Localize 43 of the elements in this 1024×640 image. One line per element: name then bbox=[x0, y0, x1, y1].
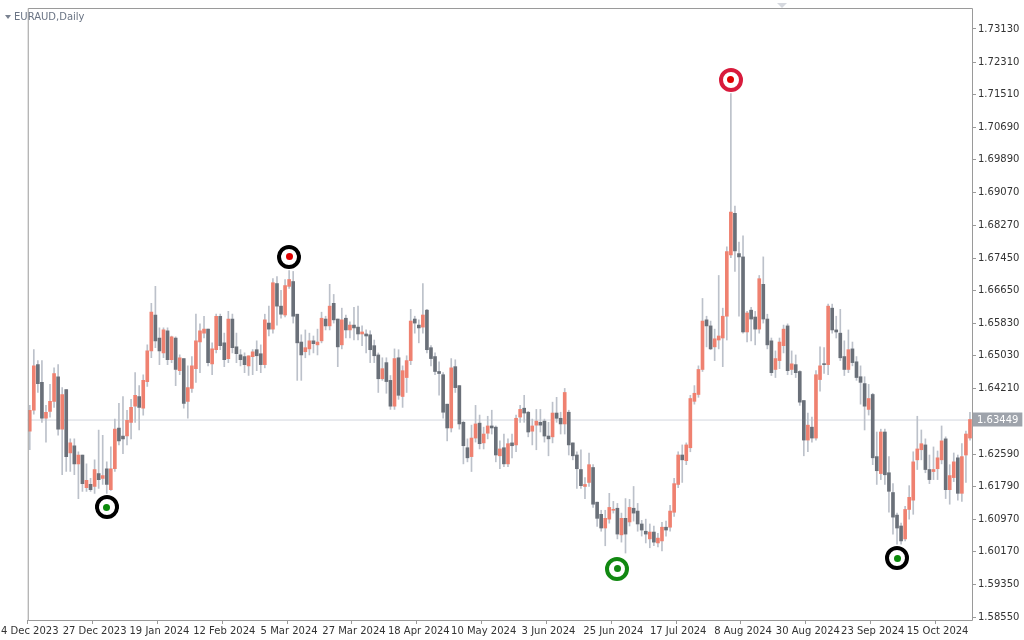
x-tick-label: 3 Jun 2024 bbox=[521, 624, 576, 636]
y-tick-label: 1.69070 bbox=[978, 186, 1020, 198]
y-tick-label: 1.72310 bbox=[978, 55, 1020, 67]
y-tick-label: 1.69890 bbox=[978, 153, 1020, 165]
candlestick bbox=[100, 434, 105, 485]
x-tick-label: 8 Aug 2024 bbox=[714, 624, 772, 636]
x-tick-label: 12 Feb 2024 bbox=[193, 624, 256, 636]
candlestick bbox=[121, 396, 125, 455]
ref-line-label: 1.63449 bbox=[977, 413, 1019, 425]
candlestick bbox=[680, 444, 685, 483]
x-tick-label: 18 Apr 2024 bbox=[387, 624, 450, 636]
x-tick-label: 15 Oct 2024 bbox=[906, 624, 969, 636]
x-tick-label: 27 Mar 2024 bbox=[322, 624, 386, 636]
y-tick-label: 1.61790 bbox=[978, 480, 1020, 492]
candlestick bbox=[267, 305, 271, 337]
x-tick-label: 19 Jan 2024 bbox=[129, 624, 190, 636]
candlestick bbox=[254, 340, 259, 372]
y-tick-label: 1.60170 bbox=[978, 545, 1020, 557]
y-tick-label: 1.71510 bbox=[978, 87, 1020, 99]
y-tick-label: 1.65830 bbox=[978, 317, 1020, 329]
y-tick-label: 1.65030 bbox=[978, 349, 1020, 361]
y-tick-label: 1.73130 bbox=[978, 22, 1020, 34]
x-tick-label: 10 May 2024 bbox=[451, 624, 517, 636]
x-tick-label: 25 Jun 2024 bbox=[583, 624, 644, 636]
x-tick-label: 30 Aug 2024 bbox=[775, 624, 840, 636]
candlestick bbox=[352, 307, 356, 341]
y-tick-label: 1.70690 bbox=[978, 121, 1020, 133]
y-tick-label: 1.68270 bbox=[978, 218, 1020, 230]
candlestick bbox=[643, 518, 648, 544]
chart-title: EURAUD,Daily bbox=[14, 11, 85, 22]
y-tick-label: 1.60970 bbox=[978, 513, 1020, 525]
y-tick-label: 1.58550 bbox=[978, 610, 1020, 622]
x-tick-label: 5 Mar 2024 bbox=[260, 624, 318, 636]
x-tick-label: 23 Sep 2024 bbox=[841, 624, 905, 636]
y-tick-label: 1.64210 bbox=[978, 382, 1020, 394]
x-tick-label: 27 Dec 2023 bbox=[62, 624, 127, 636]
candlestick bbox=[530, 418, 535, 446]
x-tick-label: 17 Jul 2024 bbox=[649, 624, 707, 636]
y-tick-label: 1.67450 bbox=[978, 251, 1020, 263]
y-tick-label: 1.59350 bbox=[978, 578, 1020, 590]
x-tick-label: 4 Dec 2023 bbox=[0, 624, 59, 636]
y-tick-label: 1.66650 bbox=[978, 283, 1020, 295]
y-tick-label: 1.62590 bbox=[978, 447, 1020, 459]
